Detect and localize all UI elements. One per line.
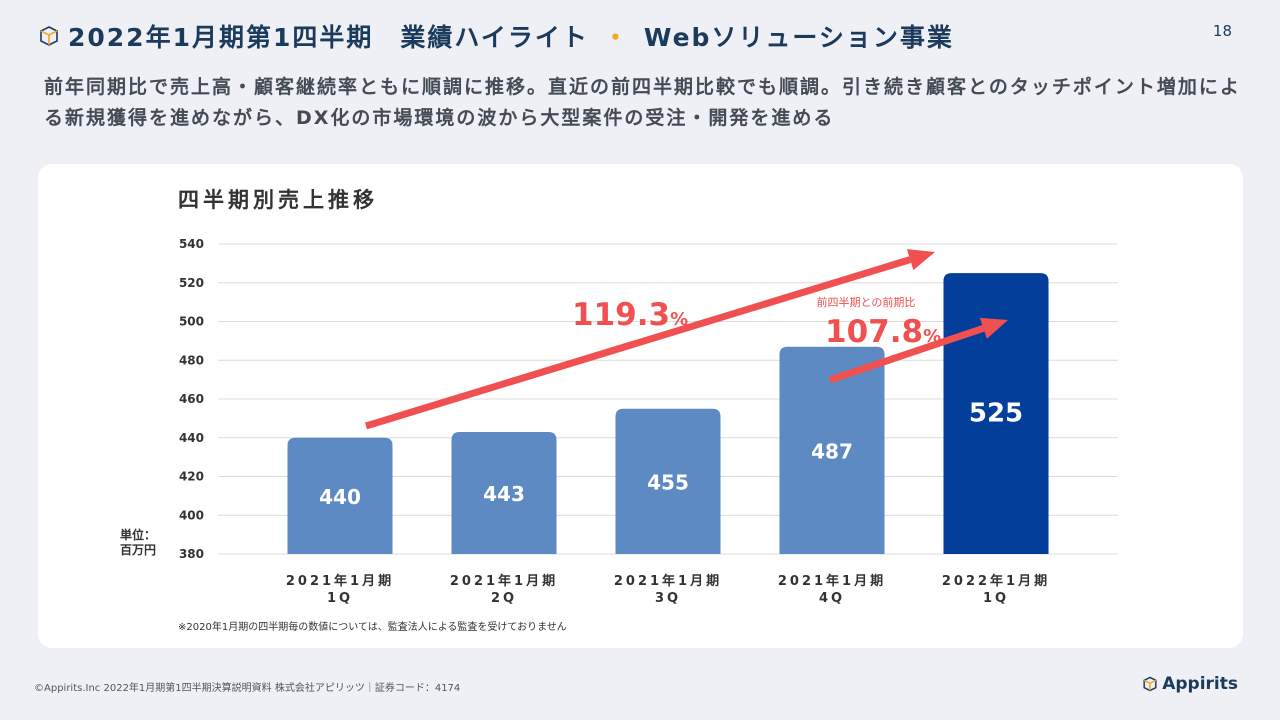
footer-text: ©Appirits.Inc 2022年1月期第1四半期決算説明資料 株式会社アピ… xyxy=(34,683,461,694)
chart-title: 四半期別売上推移 xyxy=(178,188,378,212)
x-tick-label: 2Q xyxy=(491,591,517,606)
title-sub: Webソリューション事業 xyxy=(643,23,954,52)
page-number: 18 xyxy=(1212,22,1232,40)
data-label: 487 xyxy=(811,439,853,463)
y-tick-label: 420 xyxy=(179,470,204,484)
x-tick-label: 1Q xyxy=(327,591,353,606)
y-tick-label: 380 xyxy=(179,547,204,561)
qoq-arrow-line xyxy=(828,324,985,384)
x-tick-label: 2021年1月期 xyxy=(614,573,722,589)
y-tick-label: 480 xyxy=(179,353,204,367)
yoy-arrow-head xyxy=(906,249,935,271)
bar xyxy=(451,431,557,554)
y-tick-label: 460 xyxy=(179,392,204,406)
title-dot: ・ xyxy=(602,23,630,52)
bar xyxy=(287,437,393,554)
y-tick-label: 400 xyxy=(179,508,204,522)
data-label: 443 xyxy=(483,482,525,506)
y-tick-label: 540 xyxy=(179,237,204,251)
x-tick-label: 1Q xyxy=(983,591,1009,606)
slide-title: 2022年1月期第1四半期 業績ハイライト ・ Webソリューション事業 xyxy=(38,18,954,54)
company-logo: Appirits xyxy=(1142,674,1238,694)
bar xyxy=(779,346,885,554)
logo-text: Appirits xyxy=(1162,674,1238,694)
x-tick-label: 2021年1月期 xyxy=(286,573,394,589)
footnote: ※2020年1月期の四半期毎の数値については、監査法人による監査を受けておりませ… xyxy=(178,622,567,633)
x-tick-label: 2021年1月期 xyxy=(778,573,886,589)
lead-text: 前年同期比で売上高・顧客継続率ともに順調に推移。直近の前四半期比較でも順調。引き… xyxy=(44,76,1241,129)
x-tick-label: 2022年1月期 xyxy=(942,573,1050,589)
cube-icon xyxy=(40,26,58,46)
data-label: 455 xyxy=(647,470,689,494)
y-tick-label: 440 xyxy=(179,431,204,445)
yoy-growth-label: 119.3% xyxy=(572,297,688,333)
qoq-growth-label: 107.8% xyxy=(825,314,941,350)
data-label: 525 xyxy=(969,399,1023,429)
y-tick-label: 500 xyxy=(179,315,204,329)
yoy-arrow-line xyxy=(364,256,912,430)
x-tick-label: 3Q xyxy=(655,591,681,606)
x-tick-label: 4Q xyxy=(819,591,845,606)
bar xyxy=(943,273,1049,554)
title-main: 2022年1月期第1四半期 業績ハイライト xyxy=(68,23,589,52)
bar xyxy=(615,408,721,554)
data-label: 440 xyxy=(319,485,361,509)
y-tick-label: 520 xyxy=(179,276,204,290)
unit-label: 単位： 百万円 xyxy=(120,528,157,557)
qoq-arrow-head xyxy=(979,317,1008,339)
x-tick-label: 2021年1月期 xyxy=(450,573,558,589)
qoq-caption: 前四半期との前期比 xyxy=(817,295,916,309)
cube-icon xyxy=(1143,676,1157,692)
